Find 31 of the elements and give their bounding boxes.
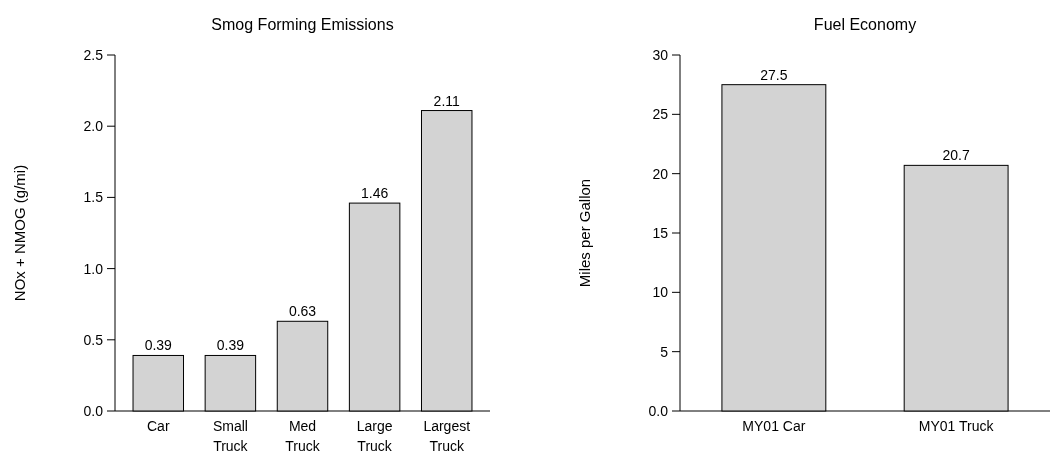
x-tick-label: Car: [146, 418, 170, 434]
data-label: 0.63: [288, 303, 317, 320]
x-tick-label: Largest Truck: [423, 418, 471, 454]
y-axis-title: Miles per Gallon: [576, 178, 593, 288]
data-label: 0.39: [216, 337, 245, 354]
chart-title: Smog Forming Emissions: [211, 16, 394, 33]
y-tick-label: 1.0: [83, 260, 104, 277]
y-tick-label: 0.0: [648, 402, 669, 419]
y-tick-label: 0.5: [83, 331, 104, 348]
y-tick-label: 15: [652, 224, 669, 241]
data-label: 0.39: [144, 337, 173, 354]
x-tick-label: Med Truck: [285, 418, 321, 454]
data-label: 2.11: [433, 92, 461, 109]
x-tick-label: Small Truck: [212, 418, 249, 454]
data-label: 20.7: [942, 147, 970, 164]
y-tick-label: 20: [652, 165, 669, 182]
y-tick-label: 10: [652, 284, 669, 301]
x-tick-label: MY01 Car: [742, 418, 806, 434]
x-tick-label: Large Truck: [356, 418, 393, 454]
y-tick-label: 5: [660, 343, 669, 360]
y-tick-label: 2.0: [83, 118, 104, 135]
data-label: 27.5: [760, 66, 788, 83]
chart-title: Fuel Economy: [813, 16, 917, 33]
y-axis-title: NOx + NMOG (g/mi): [11, 164, 28, 302]
y-tick-label: 1.5: [83, 189, 104, 206]
y-tick-label: 0.0: [83, 402, 104, 419]
y-tick-label: 2.5: [83, 46, 104, 63]
y-tick-label: 25: [652, 106, 669, 123]
y-tick-label: 30: [652, 46, 669, 63]
x-tick-label: MY01 Truck: [918, 418, 995, 434]
data-label: 1.46: [360, 185, 389, 202]
